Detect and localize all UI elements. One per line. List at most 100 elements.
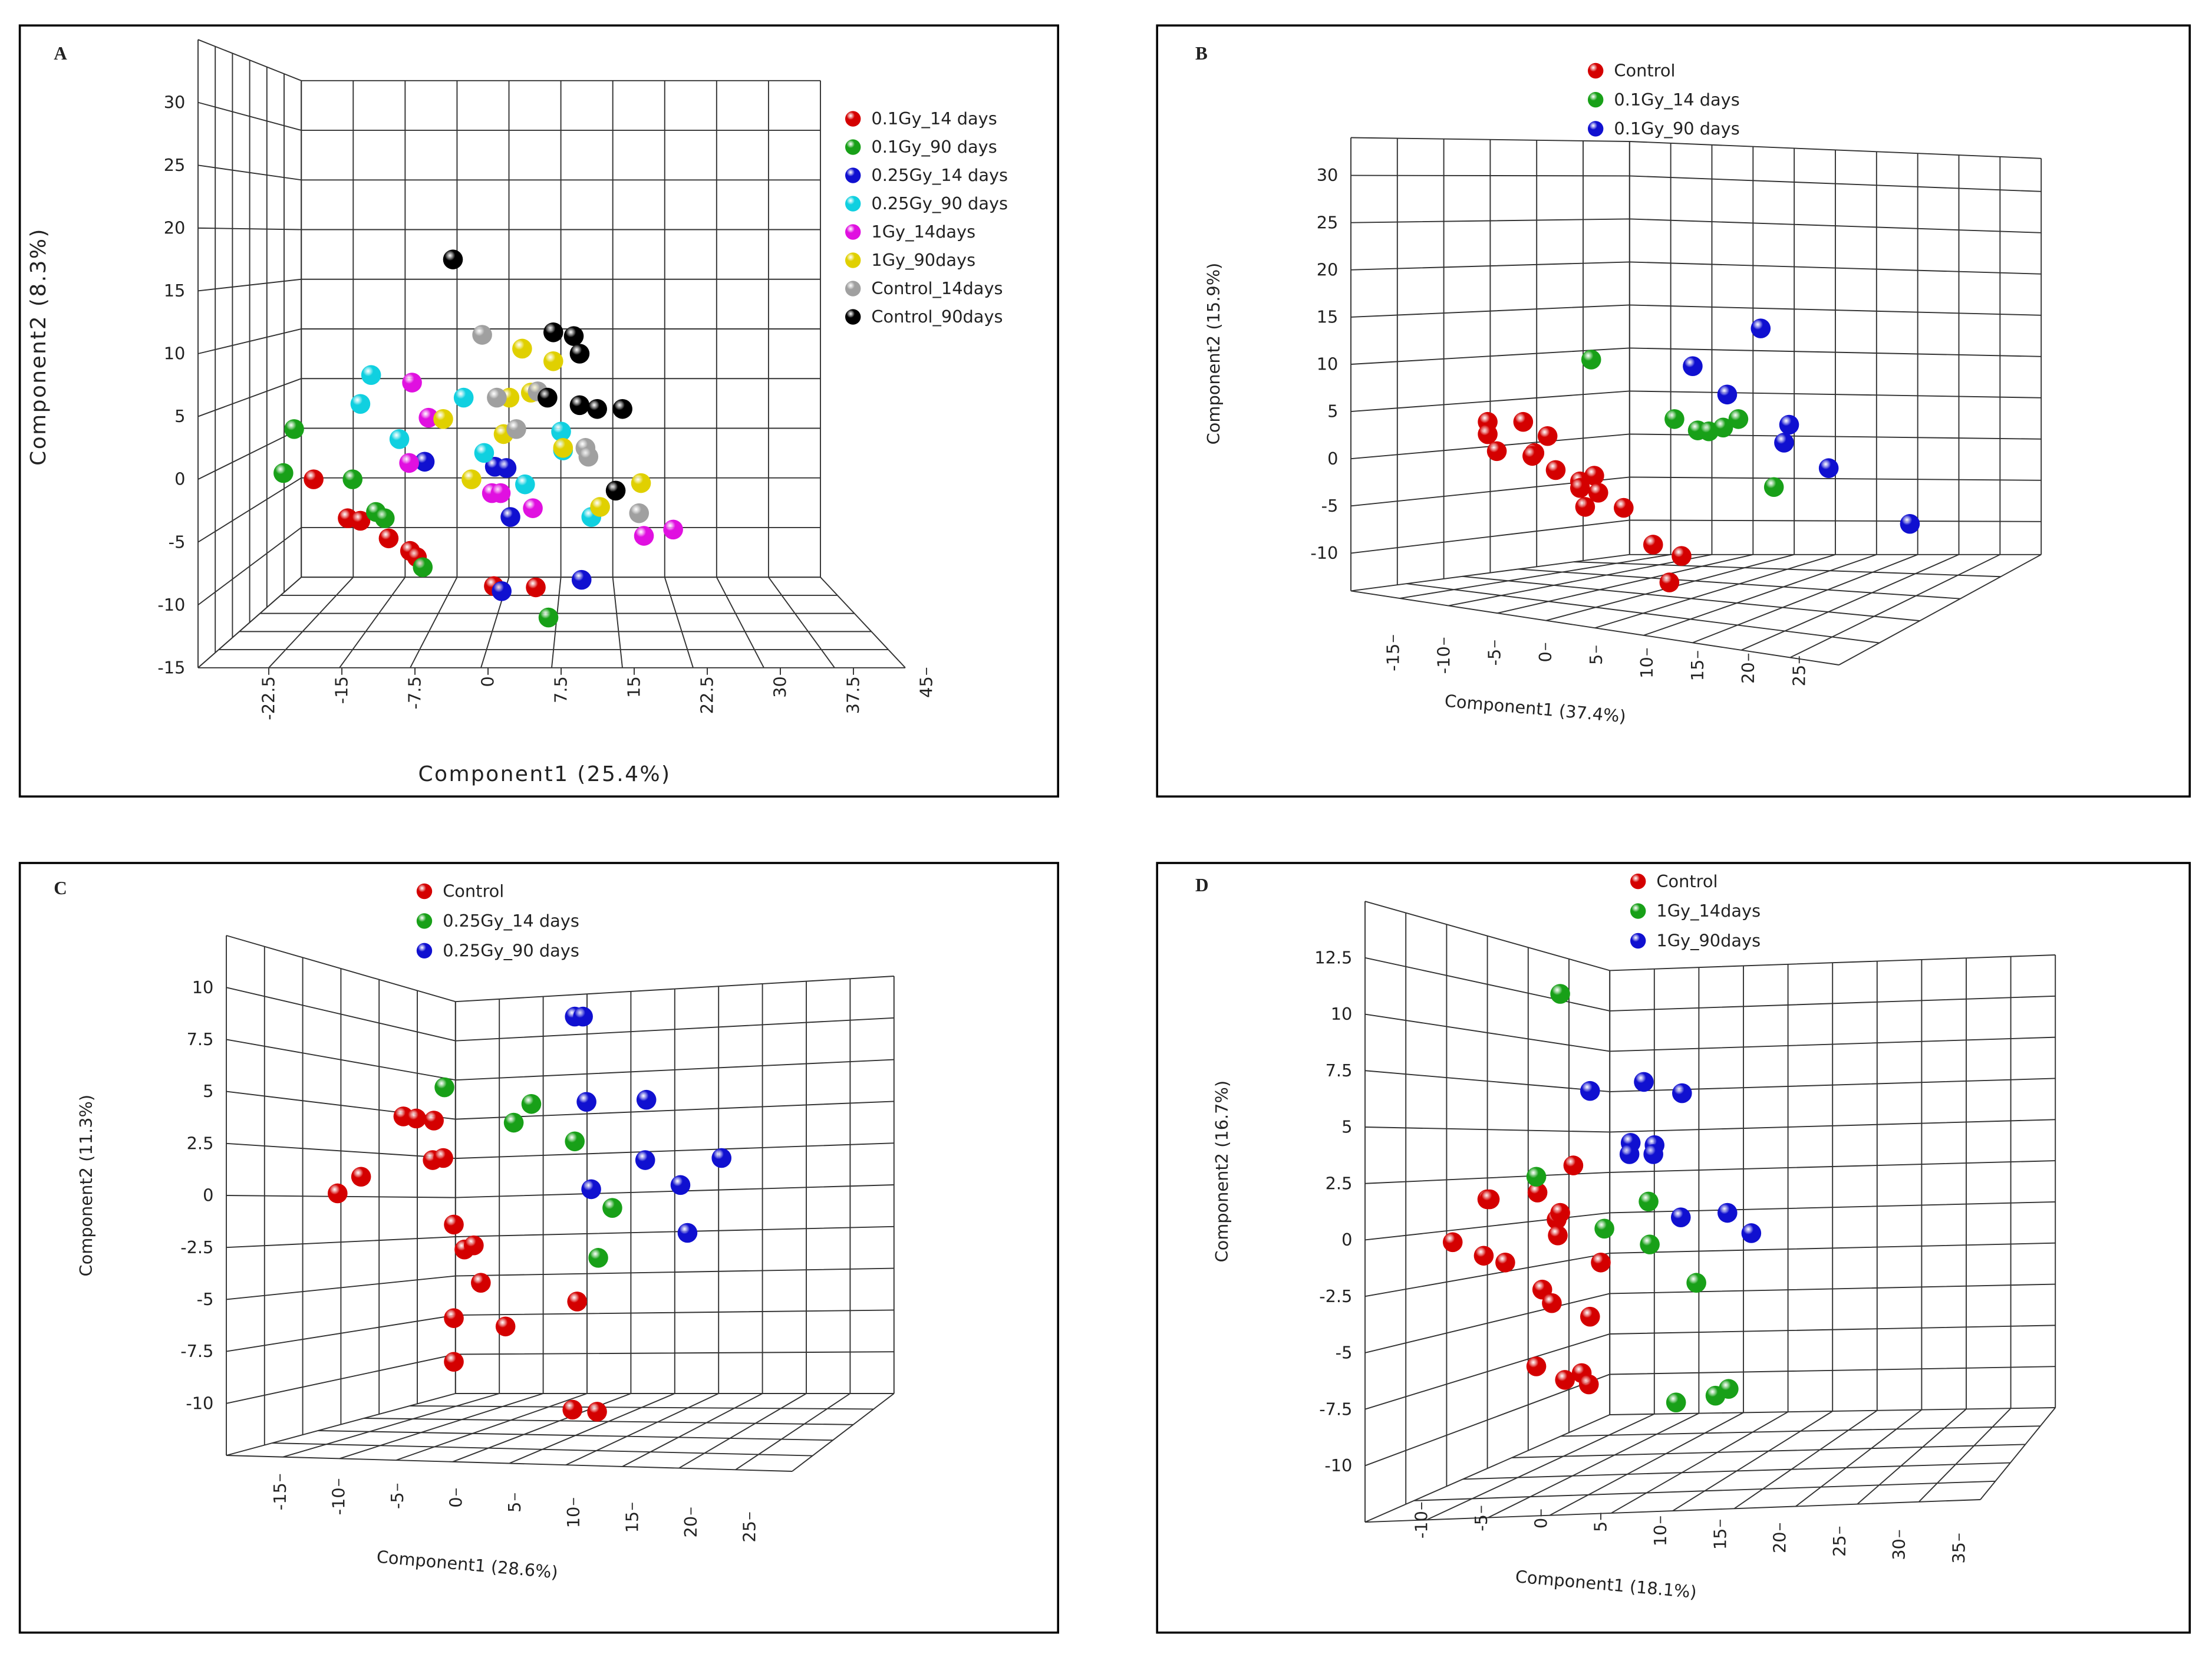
- point: [538, 387, 558, 408]
- point: [538, 607, 559, 628]
- point: [1473, 1246, 1494, 1266]
- panel-frame: [1156, 862, 2191, 1634]
- frame-line: [1611, 1411, 1789, 1514]
- point: [1900, 513, 1920, 534]
- x-tick-label: -10: [1434, 646, 1454, 674]
- frame-line: [1364, 1414, 1610, 1523]
- x-tick-label: 30: [770, 676, 790, 698]
- point: [1570, 478, 1590, 498]
- point: [1751, 318, 1771, 338]
- point: [711, 1148, 731, 1168]
- point: [1634, 1072, 1654, 1092]
- point: [1578, 1374, 1599, 1395]
- y-axis-title: Component2 (15.9%): [1204, 263, 1224, 445]
- point: [1513, 411, 1534, 432]
- legend-marker: [1588, 62, 1604, 79]
- x-tick-label: -10: [328, 1487, 348, 1515]
- legend-marker: [1630, 874, 1646, 890]
- point: [471, 1273, 491, 1293]
- grid-line: [1364, 1070, 2056, 1092]
- point: [503, 1112, 524, 1133]
- frame-line: [1741, 554, 1959, 651]
- x-tick-label: 0: [1531, 1518, 1551, 1528]
- frame-line: [339, 577, 406, 668]
- point: [406, 1108, 427, 1129]
- point: [444, 1352, 464, 1372]
- grid-line: [1364, 1013, 2056, 1052]
- x-tick-label: 45: [917, 676, 937, 698]
- frame-line: [1350, 554, 1630, 592]
- y-tick-label: -5: [169, 532, 186, 552]
- legend-marker: [845, 252, 861, 268]
- x-axis-title: Component1 (18.1%): [1515, 1566, 1697, 1602]
- y-axis-title: Component2 (16.7%): [1212, 1080, 1232, 1263]
- grid-line: [1350, 519, 2042, 554]
- point: [487, 387, 507, 408]
- point: [1580, 1306, 1600, 1327]
- grid-line: [1350, 347, 2042, 365]
- frame-line: [1672, 1411, 1833, 1511]
- point: [1581, 350, 1601, 370]
- panel-label: D: [1195, 875, 1209, 895]
- point: [567, 1292, 587, 1312]
- grid-line: [1364, 957, 2056, 1012]
- point: [284, 419, 304, 439]
- panel-label: C: [54, 878, 67, 898]
- point: [342, 469, 363, 489]
- y-tick-label: 5: [174, 406, 185, 426]
- point: [418, 407, 439, 428]
- legend-label: 0.25Gy_14 days: [871, 165, 1008, 185]
- y-axis-title: Component2 (8.3%): [27, 228, 51, 466]
- legend-marker: [845, 224, 861, 240]
- frame-line: [1463, 1462, 2010, 1480]
- y-tick-label: 12.5: [1314, 947, 1352, 967]
- x-tick-label: 20: [1770, 1531, 1790, 1553]
- point: [1550, 1203, 1570, 1223]
- x-tick-label: 10: [1637, 657, 1657, 678]
- point: [464, 1235, 484, 1256]
- legend-label: Control: [1656, 871, 1717, 891]
- point: [1763, 477, 1784, 498]
- point: [1594, 1218, 1614, 1239]
- frame-line: [197, 39, 820, 81]
- frame-line: [1795, 1409, 1922, 1507]
- y-tick-label: -5: [1336, 1343, 1353, 1363]
- frame-line: [1488, 1412, 1699, 1518]
- point: [424, 1111, 444, 1131]
- grid-line: [197, 101, 820, 131]
- point: [1575, 497, 1595, 517]
- y-tick-label: 25: [1317, 212, 1339, 232]
- point: [526, 577, 546, 598]
- frame-line: [664, 577, 694, 668]
- panel: A -15 -10 -5 0 5 10 15 20 25 30 -22.5 -15 -7.5 0 7.5 15 2…: [18, 24, 1059, 798]
- x-tick-label: -15: [270, 1483, 290, 1510]
- point: [433, 1148, 453, 1168]
- frame-line: [1692, 554, 1918, 644]
- frame-line: [452, 1393, 631, 1462]
- legend-marker: [845, 196, 861, 212]
- y-tick-label: 10: [1317, 354, 1339, 374]
- x-tick-label: 5: [1586, 654, 1606, 665]
- point: [433, 409, 453, 429]
- frame-line: [1426, 1413, 1655, 1521]
- y-tick-label: -10: [1310, 543, 1338, 563]
- frame-line: [226, 935, 894, 1003]
- y-tick-label: -5: [197, 1289, 214, 1309]
- frame-line: [565, 1393, 719, 1466]
- point: [569, 395, 590, 416]
- point: [581, 1179, 601, 1200]
- y-tick-label: 10: [192, 977, 214, 997]
- point: [1717, 384, 1738, 405]
- grid-line: [1350, 433, 2042, 460]
- point: [636, 1089, 657, 1110]
- grid-line: [226, 1039, 894, 1081]
- point: [1526, 1167, 1547, 1187]
- point: [1550, 984, 1570, 1004]
- frame-line: [318, 1430, 833, 1441]
- x-tick-label: 22.5: [697, 676, 717, 714]
- grid-line: [197, 278, 820, 292]
- frame-line: [1518, 568, 1960, 599]
- point: [474, 443, 495, 463]
- point: [1486, 441, 1507, 462]
